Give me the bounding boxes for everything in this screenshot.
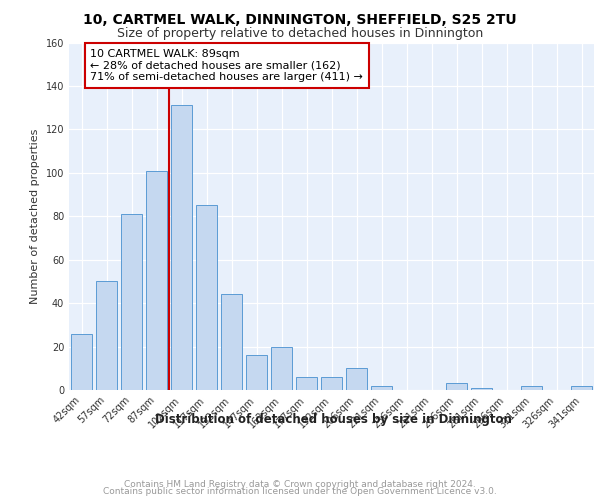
Bar	[271, 346, 292, 390]
Bar	[471, 388, 492, 390]
Bar	[446, 384, 467, 390]
Text: Contains HM Land Registry data © Crown copyright and database right 2024.: Contains HM Land Registry data © Crown c…	[124, 480, 476, 489]
Bar	[571, 386, 592, 390]
Bar	[246, 355, 267, 390]
Bar	[171, 106, 192, 390]
Text: 10 CARTMEL WALK: 89sqm
← 28% of detached houses are smaller (162)
71% of semi-de: 10 CARTMEL WALK: 89sqm ← 28% of detached…	[90, 49, 363, 82]
Text: Contains public sector information licensed under the Open Government Licence v3: Contains public sector information licen…	[103, 487, 497, 496]
Text: Distribution of detached houses by size in Dinnington: Distribution of detached houses by size …	[155, 412, 511, 426]
Bar	[346, 368, 367, 390]
Bar	[321, 377, 342, 390]
Bar	[71, 334, 92, 390]
Text: 10, CARTMEL WALK, DINNINGTON, SHEFFIELD, S25 2TU: 10, CARTMEL WALK, DINNINGTON, SHEFFIELD,…	[83, 12, 517, 26]
Bar	[146, 170, 167, 390]
Bar	[96, 282, 117, 390]
Bar	[196, 206, 217, 390]
Bar	[221, 294, 242, 390]
Y-axis label: Number of detached properties: Number of detached properties	[30, 128, 40, 304]
Bar	[371, 386, 392, 390]
Text: Size of property relative to detached houses in Dinnington: Size of property relative to detached ho…	[117, 28, 483, 40]
Bar	[121, 214, 142, 390]
Bar	[296, 377, 317, 390]
Bar	[521, 386, 542, 390]
